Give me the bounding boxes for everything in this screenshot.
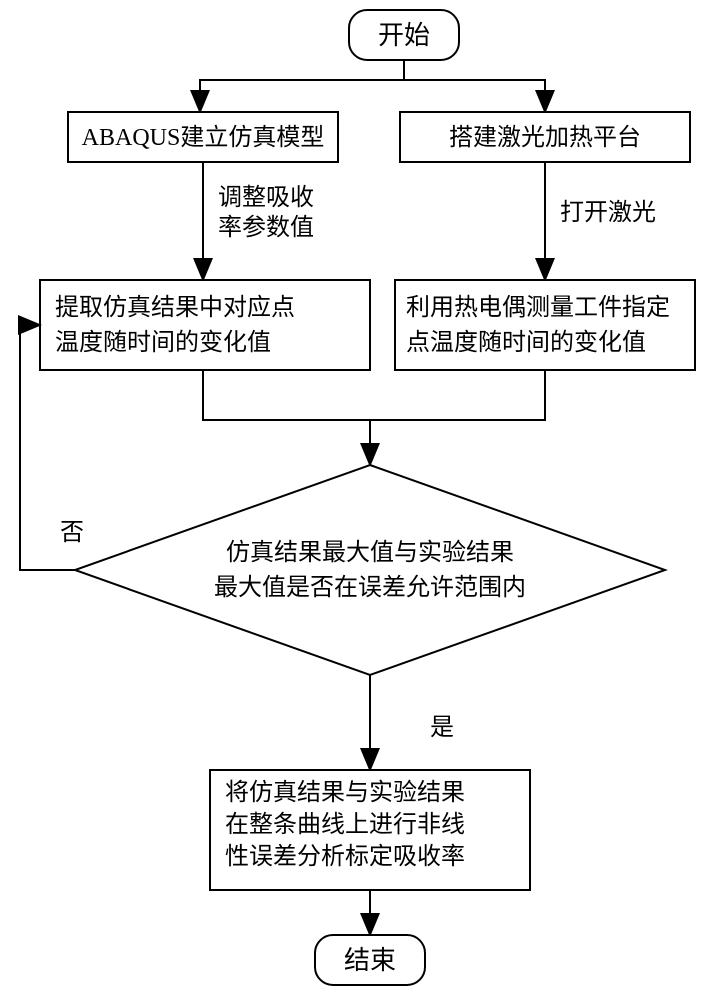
exp-measure-line1: 利用热电偶测量工件指定 — [406, 294, 670, 321]
calibrate-line3: 性误差分析标定吸收率 — [225, 843, 465, 870]
decision-line1: 仿真结果最大值与实验结果 — [226, 539, 514, 566]
sim-extract-line2: 温度随时间的变化值 — [55, 329, 271, 356]
decision-line2: 最大值是否在误差允许范围内 — [214, 574, 526, 601]
calibrate-line2: 在整条曲线上进行非线 — [225, 811, 465, 838]
edge-sim-merge — [203, 370, 370, 420]
end-label: 结束 — [344, 946, 396, 975]
start-label: 开始 — [378, 21, 430, 50]
calibrate-line1: 将仿真结果与实验结果 — [225, 779, 465, 806]
platform-label: 搭建激光加热平台 — [449, 124, 641, 151]
adjust-param-label-2: 率参数值 — [218, 214, 314, 241]
no-label: 否 — [60, 520, 84, 546]
abaqus-label: ABAQUS建立仿真模型 — [82, 124, 325, 151]
adjust-param-label-1: 调整吸收 — [218, 184, 314, 211]
sim-extract-line1: 提取仿真结果中对应点 — [55, 294, 295, 321]
exp-measure-node — [395, 280, 695, 370]
open-laser-label: 打开激光 — [560, 199, 656, 226]
edge-start-left — [200, 80, 404, 110]
edge-start-right — [404, 80, 545, 110]
sim-extract-node — [40, 280, 370, 370]
yes-label: 是 — [430, 715, 454, 741]
exp-measure-line2: 点温度随时间的变化值 — [406, 329, 646, 356]
edge-exp-merge — [370, 370, 545, 420]
decision-node — [75, 465, 665, 675]
